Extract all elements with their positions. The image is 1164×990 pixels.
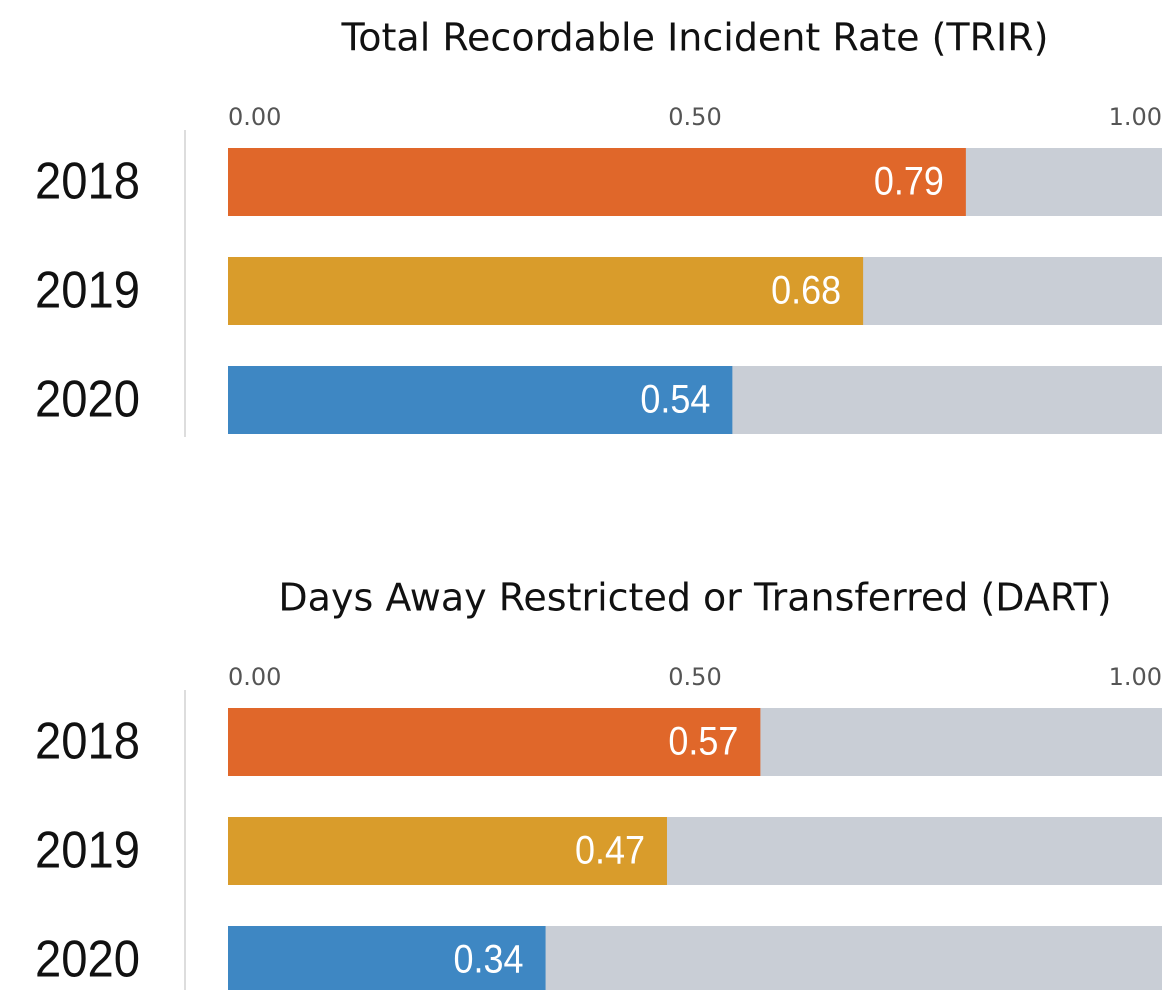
bar (228, 257, 864, 325)
bar (228, 926, 546, 990)
value-label: 0.54 (640, 378, 710, 422)
x-tick-label: 0.00 (228, 103, 281, 131)
category-label: 2019 (35, 822, 140, 880)
category-label: 2018 (35, 153, 140, 211)
x-tick-label: 0.50 (668, 663, 721, 691)
category-label: 2019 (35, 262, 140, 320)
category-label: 2020 (35, 931, 140, 989)
x-tick-label: 1.00 (1109, 103, 1162, 131)
chart-title: Days Away Restricted or Transferred (DAR… (278, 576, 1111, 620)
value-label: 0.57 (668, 720, 738, 764)
bar (228, 366, 733, 434)
value-label: 0.34 (454, 938, 524, 982)
value-label: 0.47 (575, 829, 645, 873)
value-label: 0.68 (771, 269, 841, 313)
bar (228, 817, 667, 885)
bar (228, 148, 966, 216)
value-label: 0.79 (874, 160, 944, 204)
x-tick-label: 1.00 (1109, 663, 1162, 691)
category-label: 2018 (35, 713, 140, 771)
bar (228, 708, 761, 776)
category-label: 2020 (35, 371, 140, 429)
chart-title: Total Recordable Incident Rate (TRIR) (341, 16, 1049, 60)
x-tick-label: 0.50 (668, 103, 721, 131)
x-tick-label: 0.00 (228, 663, 281, 691)
